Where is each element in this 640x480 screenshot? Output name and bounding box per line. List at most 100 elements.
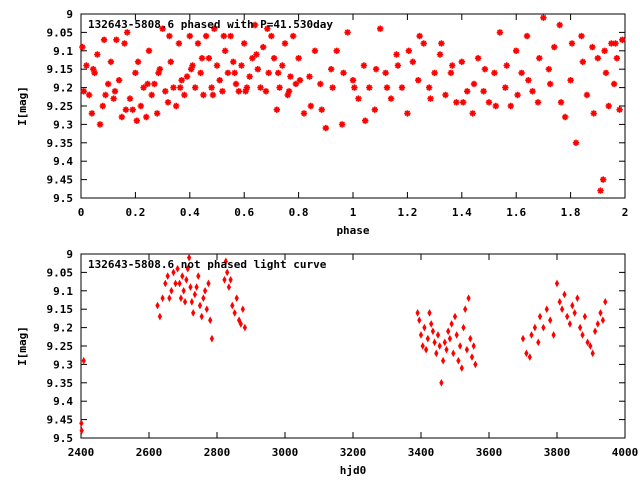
data-point	[547, 80, 554, 88]
data-point	[317, 80, 324, 88]
data-point	[311, 47, 319, 54]
data-point	[181, 91, 188, 99]
data-point	[383, 84, 391, 91]
data-point	[160, 294, 165, 302]
data-point	[601, 47, 608, 54]
data-point	[219, 88, 226, 95]
data-point	[276, 84, 283, 91]
y-tick-label: 9.3	[53, 118, 73, 131]
data-point	[404, 110, 411, 117]
data-point	[502, 84, 509, 91]
data-point	[200, 91, 207, 99]
data-point	[228, 275, 233, 284]
data-point	[275, 69, 282, 77]
data-point	[377, 25, 384, 32]
data-point	[155, 69, 162, 77]
data-point	[134, 58, 142, 65]
data-point	[554, 279, 560, 288]
data-point	[202, 32, 210, 40]
data-point	[529, 331, 534, 339]
data-point	[577, 323, 583, 332]
data-point	[162, 88, 169, 95]
data-point	[209, 334, 215, 343]
y-tick-label: 9.35	[47, 377, 74, 390]
data-point	[340, 69, 347, 77]
y-tick-label: 9.15	[47, 63, 74, 76]
data-point	[126, 95, 134, 102]
unphased-light-curve-panel: 9 9.05 9.1 9.15 9.2 9.25 9.3 9.35 9.4 9.45 9.52400…	[16, 248, 638, 477]
data-point	[439, 378, 444, 387]
data-point	[206, 279, 211, 288]
data-point	[226, 283, 232, 291]
data-point	[177, 279, 182, 288]
data-point	[461, 323, 466, 332]
data-point	[169, 286, 174, 295]
data-point	[572, 309, 577, 317]
data-point	[425, 334, 430, 343]
data-point	[235, 88, 242, 95]
data-point	[427, 95, 434, 102]
data-point	[435, 331, 441, 339]
x-tick-label: 2	[622, 206, 629, 219]
data-point	[166, 32, 173, 40]
plot-frame	[80, 253, 626, 439]
data-point	[585, 338, 590, 347]
data-point	[144, 80, 151, 88]
data-point	[420, 342, 425, 350]
data-point	[557, 99, 565, 106]
data-point	[463, 305, 468, 314]
data-point	[578, 32, 585, 40]
data-point	[366, 84, 373, 91]
data-point	[199, 312, 204, 321]
data-point	[165, 272, 170, 280]
data-point	[525, 77, 532, 84]
data-point	[590, 110, 597, 117]
data-point	[287, 73, 294, 80]
data-point	[262, 88, 270, 95]
data-point	[430, 327, 436, 336]
y-tick-label: 9.5	[53, 432, 73, 445]
data-point	[362, 117, 369, 124]
data-point	[122, 106, 130, 113]
data-point	[111, 88, 119, 95]
data-point	[253, 51, 260, 58]
data-point	[173, 279, 178, 288]
data-point	[178, 77, 185, 84]
data-point	[257, 84, 264, 91]
data-point	[572, 139, 580, 146]
data-point	[520, 334, 526, 343]
data-point	[360, 62, 368, 69]
data-point	[518, 69, 525, 77]
data-point	[227, 32, 234, 40]
data-point	[88, 110, 96, 117]
data-point	[222, 47, 229, 54]
data-point	[249, 55, 256, 62]
data-point	[192, 84, 199, 91]
data-point	[196, 272, 201, 280]
data-point	[418, 331, 424, 339]
x-tick-label: 0.4	[180, 206, 200, 219]
y-tick-label: 9.2	[53, 82, 73, 95]
data-point	[164, 99, 172, 106]
data-point	[154, 110, 161, 117]
data-point	[523, 32, 531, 40]
data-point	[251, 21, 259, 29]
data-point	[405, 47, 412, 54]
data-point	[318, 106, 325, 113]
data-point	[188, 283, 193, 291]
data-point	[568, 40, 576, 47]
data-point	[619, 36, 626, 43]
x-tick-label: 0.2	[125, 206, 145, 219]
data-point	[129, 106, 136, 113]
x-tick-label: 3200	[340, 446, 367, 459]
data-point	[582, 312, 588, 321]
x-tick-label: 2800	[204, 446, 231, 459]
data-point	[232, 309, 237, 317]
data-point	[208, 84, 215, 91]
data-point	[121, 40, 128, 47]
data-point	[137, 102, 144, 110]
data-point	[79, 426, 84, 435]
data-point	[460, 99, 467, 106]
x-tick-label: 1.2	[397, 206, 417, 219]
data-point	[537, 312, 543, 321]
